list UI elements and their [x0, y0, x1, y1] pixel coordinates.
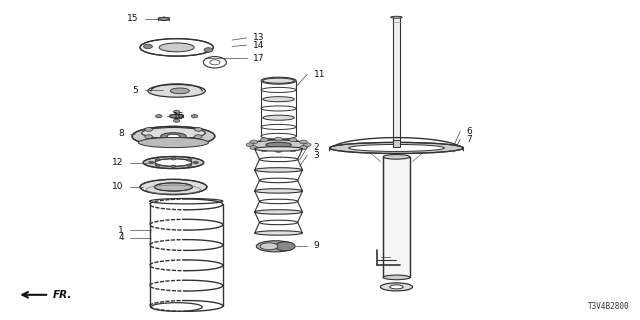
Ellipse shape [255, 147, 303, 151]
Ellipse shape [349, 144, 444, 151]
Circle shape [246, 143, 253, 147]
Circle shape [155, 159, 160, 161]
Circle shape [289, 138, 297, 142]
Ellipse shape [391, 16, 402, 18]
Ellipse shape [161, 133, 186, 140]
Text: 3: 3 [314, 151, 319, 160]
Circle shape [195, 128, 202, 131]
Circle shape [187, 159, 192, 161]
Text: 1: 1 [118, 226, 124, 235]
Ellipse shape [263, 78, 294, 83]
Circle shape [191, 115, 198, 118]
Bar [383, 157, 410, 277]
Ellipse shape [260, 243, 278, 250]
Circle shape [250, 140, 257, 144]
Circle shape [173, 119, 180, 122]
Ellipse shape [141, 127, 205, 139]
Text: FR.: FR. [52, 290, 72, 300]
Polygon shape [158, 17, 170, 20]
Ellipse shape [383, 275, 410, 280]
Circle shape [195, 135, 202, 139]
Circle shape [289, 148, 297, 152]
Circle shape [303, 143, 311, 147]
Text: 4: 4 [118, 233, 124, 242]
Circle shape [143, 44, 152, 49]
Ellipse shape [255, 231, 303, 235]
Circle shape [155, 164, 160, 166]
Ellipse shape [140, 179, 207, 195]
Circle shape [260, 138, 268, 142]
Text: 10: 10 [112, 182, 124, 191]
Ellipse shape [255, 210, 303, 214]
Circle shape [275, 148, 282, 152]
Ellipse shape [263, 115, 294, 120]
Ellipse shape [255, 168, 303, 172]
Circle shape [260, 148, 268, 152]
Text: 13: 13 [253, 33, 264, 42]
Text: 2: 2 [314, 143, 319, 152]
Text: 9: 9 [314, 241, 319, 250]
Ellipse shape [266, 142, 291, 147]
Circle shape [275, 137, 282, 141]
Ellipse shape [167, 134, 180, 138]
Text: 5: 5 [132, 86, 138, 95]
Ellipse shape [261, 77, 296, 84]
Ellipse shape [132, 126, 215, 146]
Ellipse shape [390, 285, 403, 289]
Ellipse shape [275, 242, 295, 251]
Circle shape [148, 161, 154, 164]
Bar [393, 140, 400, 147]
Text: 7: 7 [467, 135, 472, 144]
Ellipse shape [155, 159, 192, 166]
Ellipse shape [255, 189, 303, 193]
Text: 8: 8 [118, 130, 124, 139]
Circle shape [193, 161, 198, 164]
Ellipse shape [138, 138, 209, 148]
Bar [393, 17, 400, 144]
Circle shape [156, 115, 162, 118]
Circle shape [300, 140, 307, 144]
Ellipse shape [140, 39, 213, 56]
Text: T3V4B2800: T3V4B2800 [588, 302, 629, 311]
Circle shape [204, 48, 213, 52]
Circle shape [145, 135, 152, 139]
Polygon shape [170, 114, 183, 118]
Text: 17: 17 [253, 54, 264, 63]
Ellipse shape [143, 156, 204, 169]
Text: 14: 14 [253, 41, 264, 50]
Ellipse shape [330, 142, 463, 154]
Circle shape [300, 146, 307, 149]
Circle shape [171, 165, 176, 168]
Text: 11: 11 [314, 70, 325, 79]
Text: 6: 6 [467, 127, 472, 136]
Ellipse shape [159, 43, 194, 52]
Text: 12: 12 [113, 158, 124, 167]
Text: 15: 15 [127, 14, 138, 23]
Ellipse shape [154, 183, 193, 191]
Circle shape [145, 128, 152, 131]
Ellipse shape [383, 155, 410, 159]
Circle shape [250, 146, 257, 149]
Circle shape [187, 164, 192, 166]
Circle shape [171, 157, 176, 160]
Ellipse shape [256, 241, 294, 252]
Ellipse shape [252, 140, 306, 150]
Circle shape [173, 110, 180, 113]
Ellipse shape [148, 84, 205, 97]
Ellipse shape [380, 283, 413, 291]
Ellipse shape [170, 88, 189, 94]
Text: 16: 16 [173, 112, 185, 121]
Ellipse shape [263, 97, 294, 102]
